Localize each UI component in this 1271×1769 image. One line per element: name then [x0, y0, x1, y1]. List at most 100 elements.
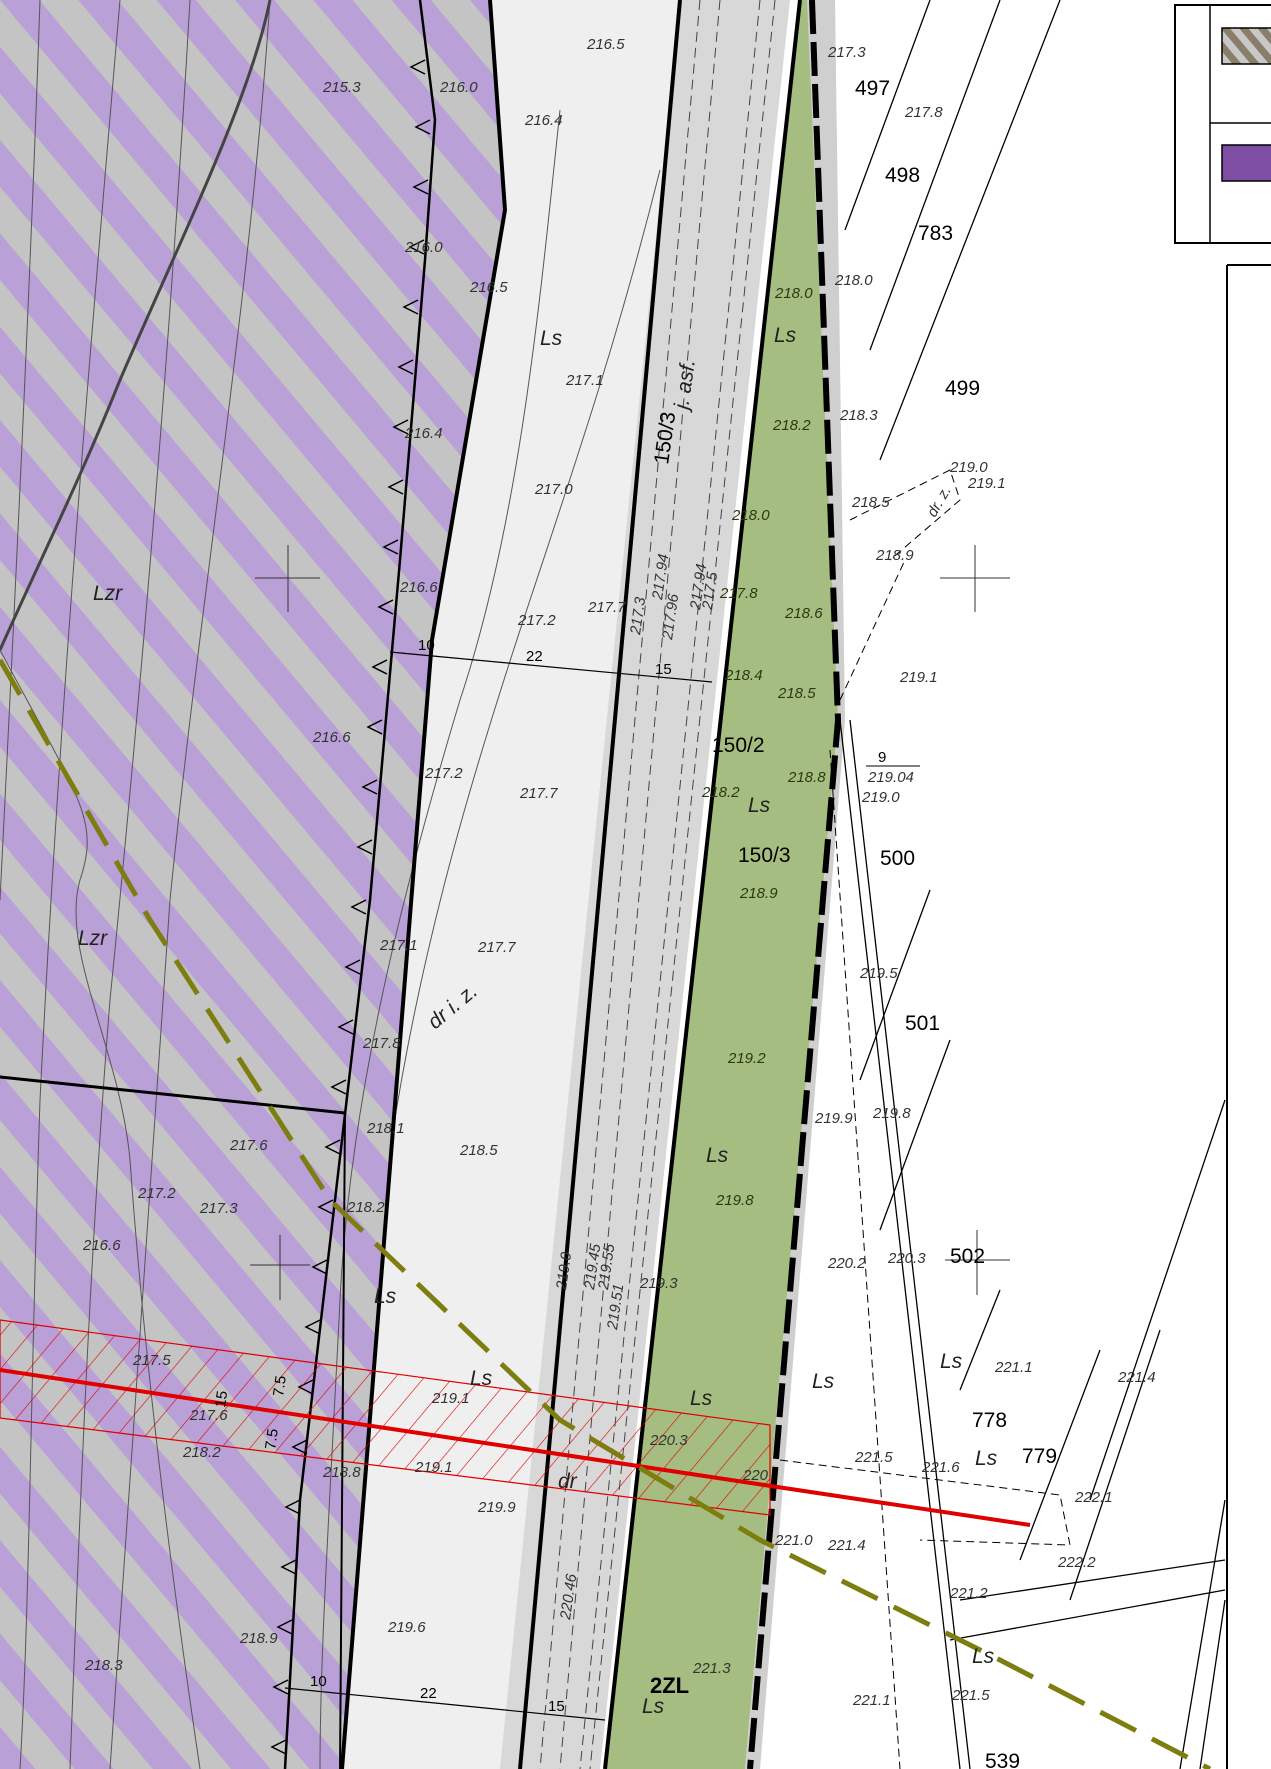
parcel-150-3: 150/3	[738, 844, 791, 867]
elev-55: 218.5	[851, 494, 890, 511]
elev-1: 216.5	[586, 36, 625, 53]
label-ls-11: Ls	[972, 1645, 995, 1668]
elev-12: 217.7	[587, 599, 626, 616]
elev-56: 219.0	[949, 459, 988, 476]
elev-68: 221.5	[854, 1449, 893, 1466]
elev-59: 219.1	[899, 669, 938, 686]
dim-7-5-b: 7.5	[262, 1428, 282, 1451]
elev-16: 217.94	[687, 563, 710, 612]
dim-15-mid: 15	[212, 1390, 231, 1409]
parcel-501: 501	[905, 1012, 940, 1035]
elev-78: 218.0	[731, 507, 770, 524]
elev-71: 221.4	[827, 1537, 866, 1554]
elev-79: 217.8	[719, 585, 758, 602]
label-ls-4: Ls	[706, 1144, 729, 1167]
elev-17: 217.5	[699, 570, 721, 611]
elev-60: 219.0	[861, 789, 900, 806]
elev-20: 217.7	[519, 785, 558, 802]
elev-81: 218.4	[724, 667, 763, 684]
elev-76: 218.0	[774, 285, 813, 302]
elev-30: 218.5	[459, 1142, 498, 1159]
elev-49: 218.3	[84, 1657, 123, 1674]
elev-4: 216.0	[439, 79, 478, 96]
land-use-labels: Lzr Lzr Ls Ls Ls Ls Ls Ls Ls Ls Ls Ls Ls…	[78, 324, 998, 1718]
label-ls-1: Ls	[540, 327, 563, 350]
elev-57: 219.1	[967, 475, 1006, 492]
elev-8: 216.4	[404, 425, 443, 442]
elev-23: 217.8	[362, 1035, 401, 1052]
parcel-498: 498	[885, 164, 920, 187]
elev-80: 218.6	[784, 605, 823, 622]
parcel-150-2: 150/2	[712, 734, 765, 757]
elev-42: 217.5	[132, 1352, 171, 1369]
elev-15: 217.94	[649, 553, 672, 602]
green-zone-2zl	[605, 0, 838, 1769]
grid-crosses	[250, 545, 1010, 1300]
red-corridor-hatch	[0, 1319, 771, 1516]
label-ls-9: Ls	[940, 1350, 963, 1373]
elev-85: 218.9	[739, 885, 778, 902]
red-utility-line	[0, 1368, 1031, 1527]
parcel-500: 500	[880, 847, 915, 870]
elev-64: 220.2	[827, 1255, 866, 1272]
zone-label-2zl: 2ZL	[650, 1673, 689, 1698]
dim-15-bottom: 15	[548, 1698, 565, 1715]
elev-26: 217.2	[137, 1185, 176, 1202]
elev-72: 222.2	[1057, 1554, 1096, 1571]
elev-36: 219.1	[431, 1390, 470, 1407]
road-belt-light	[342, 0, 680, 1769]
dim-10-bottom: 10	[310, 1673, 327, 1690]
elev-10: 216.6	[399, 579, 438, 596]
elev-74: 221.5	[951, 1687, 990, 1704]
elev-9: 217.0	[534, 481, 573, 498]
dimension-labels: 10 22 15 10 22 15 7.5 7.5 15	[212, 637, 672, 1715]
elev-32: 219.45	[581, 1242, 604, 1291]
elev-24: 218.1	[366, 1120, 405, 1137]
label-ls-2: Ls	[774, 324, 797, 347]
elev-13: 217.3	[627, 595, 649, 636]
elev-39: 218.8	[322, 1464, 361, 1481]
parcel-779: 779	[1022, 1445, 1057, 1468]
elev-5: 216.0	[404, 239, 443, 256]
elev-28: 216.6	[82, 1237, 121, 1254]
dim-22-bottom: 22	[420, 1685, 437, 1702]
parcel-778: 778	[972, 1409, 1007, 1432]
elev-45: 221.0	[774, 1532, 813, 1549]
elev-82: 218.5	[777, 685, 816, 702]
dashed-parcel-lines	[779, 469, 1071, 1769]
elev-31: 219.0	[553, 1250, 575, 1291]
label-ls-7: Ls	[690, 1387, 713, 1410]
elev-21: 217.1	[379, 937, 418, 954]
elev-29: 218.2	[346, 1199, 385, 1216]
elev-34: 219.51	[604, 1283, 627, 1332]
elev-47: 219.6	[387, 1619, 426, 1636]
elev-7: 217.1	[565, 372, 604, 389]
elev-61: 219.5	[859, 965, 898, 982]
elev-86: 219.2	[727, 1050, 766, 1067]
elev-70: 222.1	[1074, 1489, 1113, 1506]
label-ls-3: Ls	[748, 794, 771, 817]
parcel-9: 9	[878, 749, 886, 766]
elev-38: 219.9	[477, 1499, 516, 1516]
elev-52: 217.8	[904, 104, 943, 121]
elev-41: 217.6	[189, 1407, 228, 1424]
elev-33: 219.55	[595, 1242, 618, 1291]
label-lzr-1: Lzr	[93, 582, 123, 605]
green-zone-boundary	[747, 0, 842, 1769]
elev-67: 221.4	[1117, 1369, 1156, 1386]
legend-swatch-purple	[1221, 144, 1271, 182]
elev-84: 218.2	[701, 784, 740, 801]
parcel-783: 783	[918, 222, 953, 245]
elev-19: 217.2	[424, 765, 463, 782]
elev-77: 218.2	[772, 417, 811, 434]
elev-53: 218.0	[834, 272, 873, 289]
elev-83: 218.8	[787, 769, 826, 786]
elev-48: 218.9	[239, 1630, 278, 1647]
elev-73: 221.2	[949, 1585, 988, 1602]
elev-75: 221.1	[852, 1692, 891, 1709]
map-frame	[1226, 264, 1271, 1769]
label-lzr-2: Lzr	[78, 927, 108, 950]
parcel-boundaries	[839, 0, 1226, 1769]
elev-63: 219.9	[814, 1110, 853, 1127]
